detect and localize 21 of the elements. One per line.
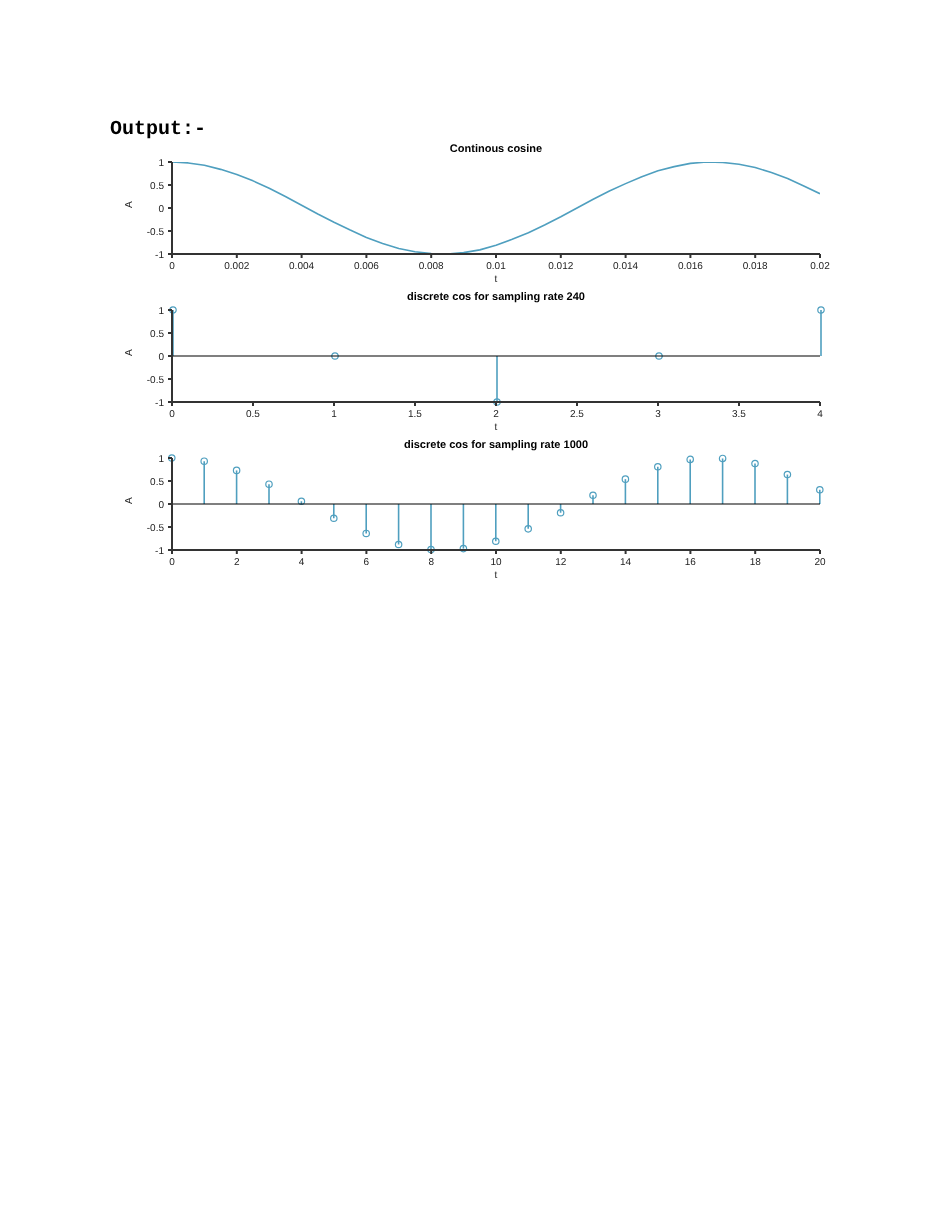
point [816, 485, 824, 494]
point [751, 459, 759, 468]
text: Output:- [110, 120, 207, 142]
point [621, 475, 630, 483]
point [394, 540, 403, 549]
line-series [172, 162, 820, 254]
point [362, 529, 370, 538]
point [330, 514, 338, 523]
point [783, 470, 792, 479]
point [817, 306, 825, 314]
point [492, 537, 500, 546]
point [556, 508, 565, 517]
point [524, 525, 532, 533]
point [654, 462, 662, 471]
point [200, 457, 208, 466]
point [686, 455, 694, 464]
point [232, 466, 241, 475]
point [589, 491, 597, 500]
point [265, 480, 273, 489]
point [459, 544, 468, 553]
point [718, 454, 727, 463]
